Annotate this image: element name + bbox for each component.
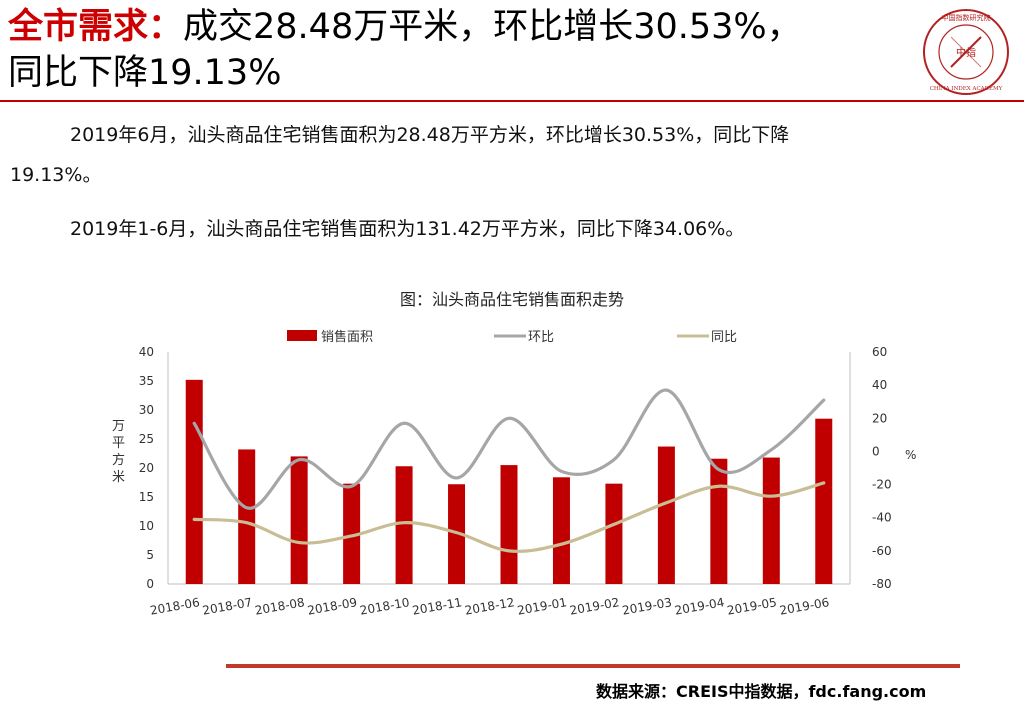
y2-axis-label: %	[905, 448, 916, 462]
y2-tick-label: 60	[872, 345, 887, 359]
x-tick-label: 2018-11	[411, 595, 463, 617]
chart-title: 图：汕头商品住宅销售面积走势	[399, 290, 624, 309]
title-highlight: 全市需求：	[8, 7, 184, 47]
legend-sales-area-swatch	[287, 330, 317, 341]
y-tick-label: 10	[139, 519, 154, 533]
y-tick-label: 0	[146, 577, 154, 591]
y-tick-label: 15	[139, 490, 154, 504]
bar-sales-area	[815, 418, 833, 584]
y2-tick-label: -80	[872, 577, 892, 591]
x-tick-label: 2018-12	[464, 595, 516, 617]
x-tick-label: 2019-05	[726, 595, 778, 617]
title-line2: 同比下降19.13%	[8, 53, 282, 93]
x-tick-label: 2018-08	[254, 595, 306, 617]
paragraph-ytd: 2019年1-6月，汕头商品住宅销售面积为131.42万平方米，同比下降34.0…	[70, 218, 745, 240]
y-tick-label: 5	[146, 548, 154, 562]
bar-sales-area	[552, 477, 570, 584]
y2-tick-label: -40	[872, 511, 892, 525]
page-title: 全市需求：成交28.48万平米，环比增长30.53%， 同比下降19.13%	[8, 4, 908, 96]
logo-bottom-text: CHINA INDEX ACADEMY	[930, 86, 1003, 92]
y-tick-label: 40	[139, 345, 154, 359]
x-tick-label: 2019-06	[778, 595, 830, 617]
x-tick-label: 2019-02	[569, 595, 621, 617]
y2-tick-label: -60	[872, 544, 892, 558]
legend-sales-area-label: 销售面积	[321, 329, 373, 345]
y-tick-label: 35	[139, 374, 154, 388]
x-tick-label: 2018-07	[201, 595, 253, 617]
line-mom	[192, 388, 826, 510]
china-index-academy-logo: 中国指数研究院 中指 CHINA INDEX ACADEMY	[923, 9, 1009, 95]
paragraph-monthly: 2019年6月，汕头商品住宅销售面积为28.48万平方米，环比增长30.53%，…	[70, 124, 790, 146]
logo-top-text: 中国指数研究院	[942, 13, 991, 22]
y-tick-label: 30	[139, 403, 154, 417]
x-tick-label: 2019-01	[516, 595, 568, 617]
paragraph-monthly-cont: 19.13%。	[10, 164, 102, 186]
bar-sales-area	[710, 458, 728, 584]
data-source: 数据来源：CREIS中指数据，fdc.fang.com	[596, 682, 927, 701]
header-divider	[0, 100, 1024, 102]
bar-sales-area	[500, 465, 518, 584]
y2-tick-label: 0	[872, 444, 880, 458]
line-yoy	[192, 481, 826, 553]
bar-sales-area	[605, 483, 623, 584]
x-tick-label: 2018-09	[306, 595, 358, 617]
bar-sales-area	[185, 379, 203, 584]
x-tick-label: 2018-06	[149, 595, 201, 617]
y-tick-label: 25	[139, 432, 154, 446]
y2-tick-label: 20	[872, 411, 887, 425]
bar-sales-area	[238, 449, 256, 584]
legend-mom-label: 环比	[528, 330, 554, 345]
footer-divider	[226, 664, 960, 668]
title-main: 成交28.48万平米，环比增长30.53%，	[183, 7, 802, 47]
bar-sales-area	[290, 456, 308, 584]
bar-sales-area	[395, 466, 413, 584]
y2-tick-label: 40	[872, 378, 887, 392]
bar-sales-area	[343, 483, 361, 584]
logo-center-text: 中指	[956, 46, 976, 59]
y-tick-label: 20	[139, 461, 154, 475]
legend-yoy-label: 同比	[711, 330, 737, 345]
sales-area-chart: 0 5 10 15 20 25 30 35 40 -80 -60 -40 -20 0 20 40 60 万平方米%…	[112, 329, 916, 618]
y-axis-label: 万平方米	[112, 419, 125, 485]
x-tick-label: 2018-10	[359, 595, 411, 617]
x-tick-label: 2019-03	[621, 595, 673, 617]
x-tick-label: 2019-04	[674, 595, 726, 617]
chart-area: 图：汕头商品住宅销售面积走势 0 5 10 15 20 25 30 35 40 -80 -60 -40…	[0, 280, 1024, 630]
bar-sales-area	[657, 446, 675, 584]
bar-sales-area	[762, 457, 780, 584]
y2-tick-label: -20	[872, 478, 892, 492]
